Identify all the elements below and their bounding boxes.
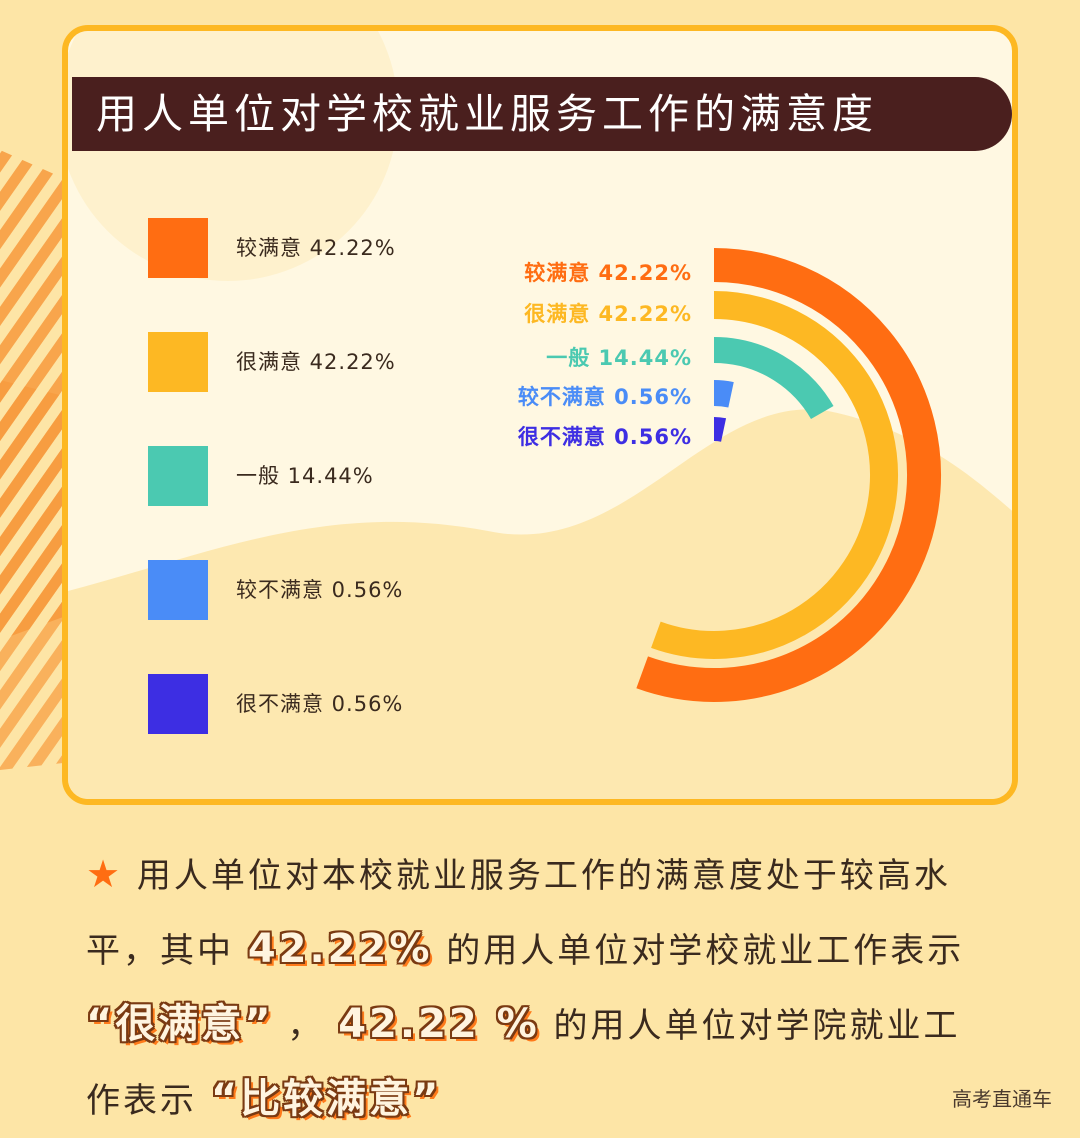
summary-seg2: 的用人单位对学校就业工作表示: [446, 931, 965, 971]
arc-2: [713, 337, 834, 420]
legend-swatch: [148, 218, 208, 278]
legend-swatch: [148, 674, 208, 734]
summary-seg4: 的用人单位对学院就业工作表示: [86, 1006, 961, 1121]
arc-label: 很满意 42.22%: [524, 302, 692, 326]
highlight-very-satisfied: “很满意”: [86, 1001, 274, 1047]
arc-label: 较不满意 0.56%: [517, 385, 692, 409]
summary-text: ★ 用人单位对本校就业服务工作的满意度处于较高水平，其中 42.22% 的用人单…: [86, 838, 986, 1138]
arc-3: [713, 380, 734, 408]
highlight-satisfied: “比较满意”: [210, 1076, 442, 1122]
legend-swatch: [148, 332, 208, 392]
legend-label: 较满意 42.22%: [236, 236, 396, 260]
arc-0: [636, 248, 941, 702]
chart-card: 用人单位对学校就业服务工作的满意度 较满意 42.22% 很满意 42.22% 一般…: [62, 25, 1018, 805]
arc-4: [713, 417, 727, 442]
arc-label: 较满意 42.22%: [524, 261, 692, 285]
legend-label: 很满意 42.22%: [236, 350, 396, 374]
arc-1: [651, 291, 898, 659]
star-icon: ★: [86, 852, 124, 896]
legend-swatch: [148, 446, 208, 506]
legend-label: 很不满意 0.56%: [236, 692, 404, 716]
summary-seg1: 用人单位对本校就业服务工作的满意度处于较高水平，其中: [86, 856, 951, 971]
legend-label: 一般 14.44%: [236, 464, 374, 488]
title-banner: 用人单位对学校就业服务工作的满意度: [72, 77, 1012, 151]
watermark: 高考直通车: [952, 1087, 1052, 1111]
legend-swatch: [148, 560, 208, 620]
arc-label: 一般 14.44%: [546, 346, 692, 370]
arc-label: 很不满意 0.56%: [517, 425, 692, 449]
summary-seg3: ，: [287, 1006, 325, 1046]
donut-chart: [636, 248, 941, 702]
highlight-satisfied-pct: 42.22 %: [338, 1001, 540, 1047]
highlight-very-satisfied-pct: 42.22%: [247, 926, 433, 972]
legend-label: 较不满意 0.56%: [236, 578, 404, 602]
chart-title: 用人单位对学校就业服务工作的满意度: [96, 90, 878, 138]
